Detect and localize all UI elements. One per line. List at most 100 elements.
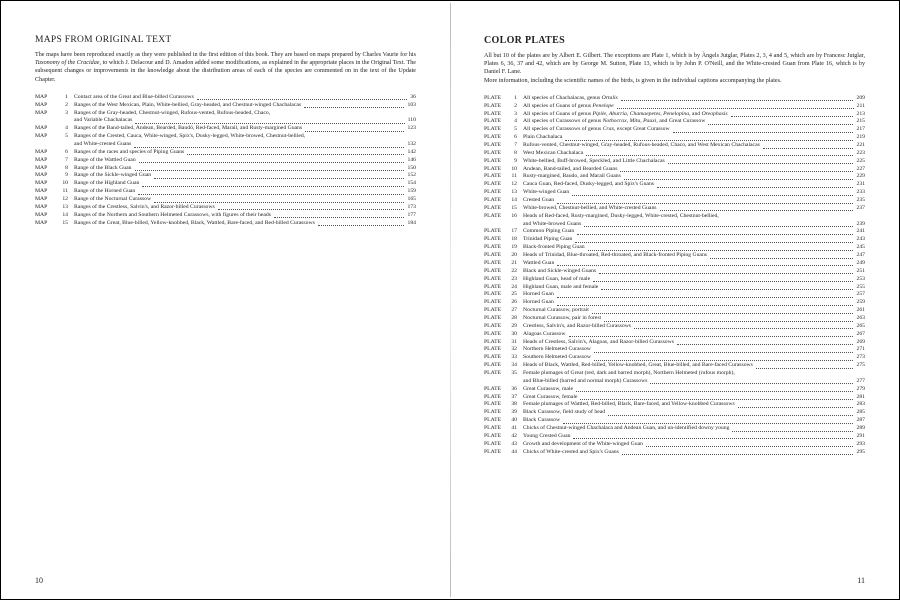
toc-page: 142	[407, 149, 416, 157]
toc-row: MAP10Range of the Highland Guan154	[35, 180, 416, 188]
toc-row: PLATE15White-browed, Chestnut-bellied, a…	[484, 205, 865, 213]
toc-row: PLATE20Heads of Trinidad, Blue-throated,…	[484, 252, 865, 260]
maps-heading: MAPS FROM ORIGINAL TEXT	[35, 35, 416, 45]
toc-label: PLATE	[484, 291, 506, 299]
toc-page: 253	[856, 276, 865, 284]
toc-leader	[604, 321, 853, 322]
toc-leader	[668, 163, 854, 164]
toc-number: 37	[506, 394, 517, 402]
toc-page: 261	[856, 307, 865, 315]
toc-number: 31	[506, 339, 517, 347]
toc-number: 30	[506, 331, 517, 339]
toc-desc: All species of Chachalacas, genus Ortali…	[523, 95, 618, 103]
toc-leader	[599, 273, 853, 274]
toc-label: PLATE	[484, 441, 506, 449]
toc-page: 152	[407, 172, 416, 180]
toc-number: 16	[506, 213, 517, 221]
toc-number: 11	[506, 173, 517, 181]
toc-row: PLATE12Cauca Guan, Red-faced, Dusky-legg…	[484, 181, 865, 189]
toc-label: MAP	[35, 165, 57, 173]
toc-leader	[305, 131, 404, 132]
toc-leader	[593, 281, 853, 282]
toc-label: MAP	[35, 196, 57, 204]
toc-row: PLATE40Black Curassow287	[484, 417, 865, 425]
toc-row: MAP14Ranges of the Northern and Southern…	[35, 212, 416, 220]
toc-row: PLATE23Highland Guan, head of male253	[484, 276, 865, 284]
toc-desc: Range of the Wattled Guan	[74, 157, 136, 165]
toc-label: PLATE	[484, 173, 506, 181]
toc-number: 41	[506, 425, 517, 433]
toc-label: MAP	[35, 133, 57, 141]
toc-page: 123	[407, 125, 416, 133]
toc-number: 36	[506, 386, 517, 394]
toc-page: 223	[856, 150, 865, 158]
toc-page: 295	[856, 449, 865, 457]
toc-leader	[710, 258, 853, 259]
toc-leader	[557, 265, 853, 266]
toc-desc: Chicks of White-crested and Spix's Guans	[523, 449, 619, 457]
toc-row: MAP5Ranges of the Crested, Cauca, White-…	[35, 133, 416, 141]
toc-leader	[154, 202, 404, 203]
toc-number: 13	[57, 204, 68, 212]
toc-label: MAP	[35, 180, 57, 188]
toc-leader	[677, 344, 853, 345]
plates-intro: All but 10 of the plates are by Albert E…	[484, 52, 865, 85]
toc-number: 20	[506, 252, 517, 260]
toc-number: 9	[57, 172, 68, 180]
toc-desc: Andean, Band-tailed, and Bearded Guans	[523, 166, 617, 174]
toc-row: PLATE17Common Piping Guan241	[484, 228, 865, 236]
book-spread: MAPS FROM ORIGINAL TEXT The maps have be…	[0, 0, 900, 600]
toc-number: 23	[506, 276, 517, 284]
toc-number: 3	[57, 110, 68, 118]
toc-number: 39	[506, 409, 517, 417]
toc-page: 277	[856, 378, 865, 386]
toc-leader	[139, 162, 405, 163]
toc-label: MAP	[35, 188, 57, 196]
toc-number: 40	[506, 417, 517, 425]
toc-row-cont: and Blue-billed (barred and normal morph…	[484, 378, 865, 386]
toc-row: MAP6Ranges of the races and species of P…	[35, 149, 416, 157]
toc-label: PLATE	[484, 362, 506, 370]
toc-label: MAP	[35, 125, 57, 133]
toc-label: PLATE	[484, 111, 506, 119]
toc-label: MAP	[35, 149, 57, 157]
toc-row: PLATE6Plain Chachalaca219	[484, 134, 865, 142]
toc-number: 6	[506, 134, 517, 142]
toc-page: 150	[407, 165, 416, 173]
toc-desc-cont: and White-crested Guans	[74, 141, 131, 149]
toc-row: MAP15Ranges of the Great, Blue-billed, Y…	[35, 220, 416, 228]
toc-leader	[617, 108, 854, 109]
toc-leader	[565, 140, 853, 141]
toc-row: MAP4Ranges of the Band-tailed, Andean, B…	[35, 125, 416, 133]
toc-row: PLATE13White-winged Guan233	[484, 189, 865, 197]
toc-label: PLATE	[484, 189, 506, 197]
plates-toc: PLATE1All species of Chachalacas, genus …	[484, 95, 865, 457]
toc-number: 38	[506, 401, 517, 409]
toc-label: PLATE	[484, 346, 506, 354]
toc-page: 215	[856, 118, 865, 126]
toc-label: PLATE	[484, 268, 506, 276]
toc-page: 219	[856, 134, 865, 142]
toc-page: 259	[856, 299, 865, 307]
toc-desc: Ranges of the races and species of Pipin…	[74, 149, 184, 157]
toc-desc: Heads of Crestless, Salvin's, Alagoas, a…	[523, 339, 674, 347]
toc-label: PLATE	[484, 213, 506, 221]
toc-leader	[708, 124, 853, 125]
toc-label: PLATE	[484, 95, 506, 103]
maps-intro: The maps have been reproduced exactly as…	[35, 51, 416, 84]
toc-label: PLATE	[484, 134, 506, 142]
toc-row: PLATE1All species of Chachalacas, genus …	[484, 95, 865, 103]
toc-desc: Young Crested Guan	[523, 433, 570, 441]
toc-desc: All species of Guans of genus Penelope	[523, 103, 614, 111]
toc-leader	[580, 399, 853, 400]
toc-page: 159	[407, 188, 416, 196]
toc-label: PLATE	[484, 339, 506, 347]
toc-page: 211	[857, 103, 865, 111]
toc-number: 5	[57, 133, 68, 141]
toc-leader	[134, 147, 404, 148]
toc-page: 271	[856, 346, 865, 354]
toc-page: 275	[856, 362, 865, 370]
toc-leader	[563, 423, 853, 424]
toc-page: 283	[856, 401, 865, 409]
toc-label: PLATE	[484, 307, 506, 315]
